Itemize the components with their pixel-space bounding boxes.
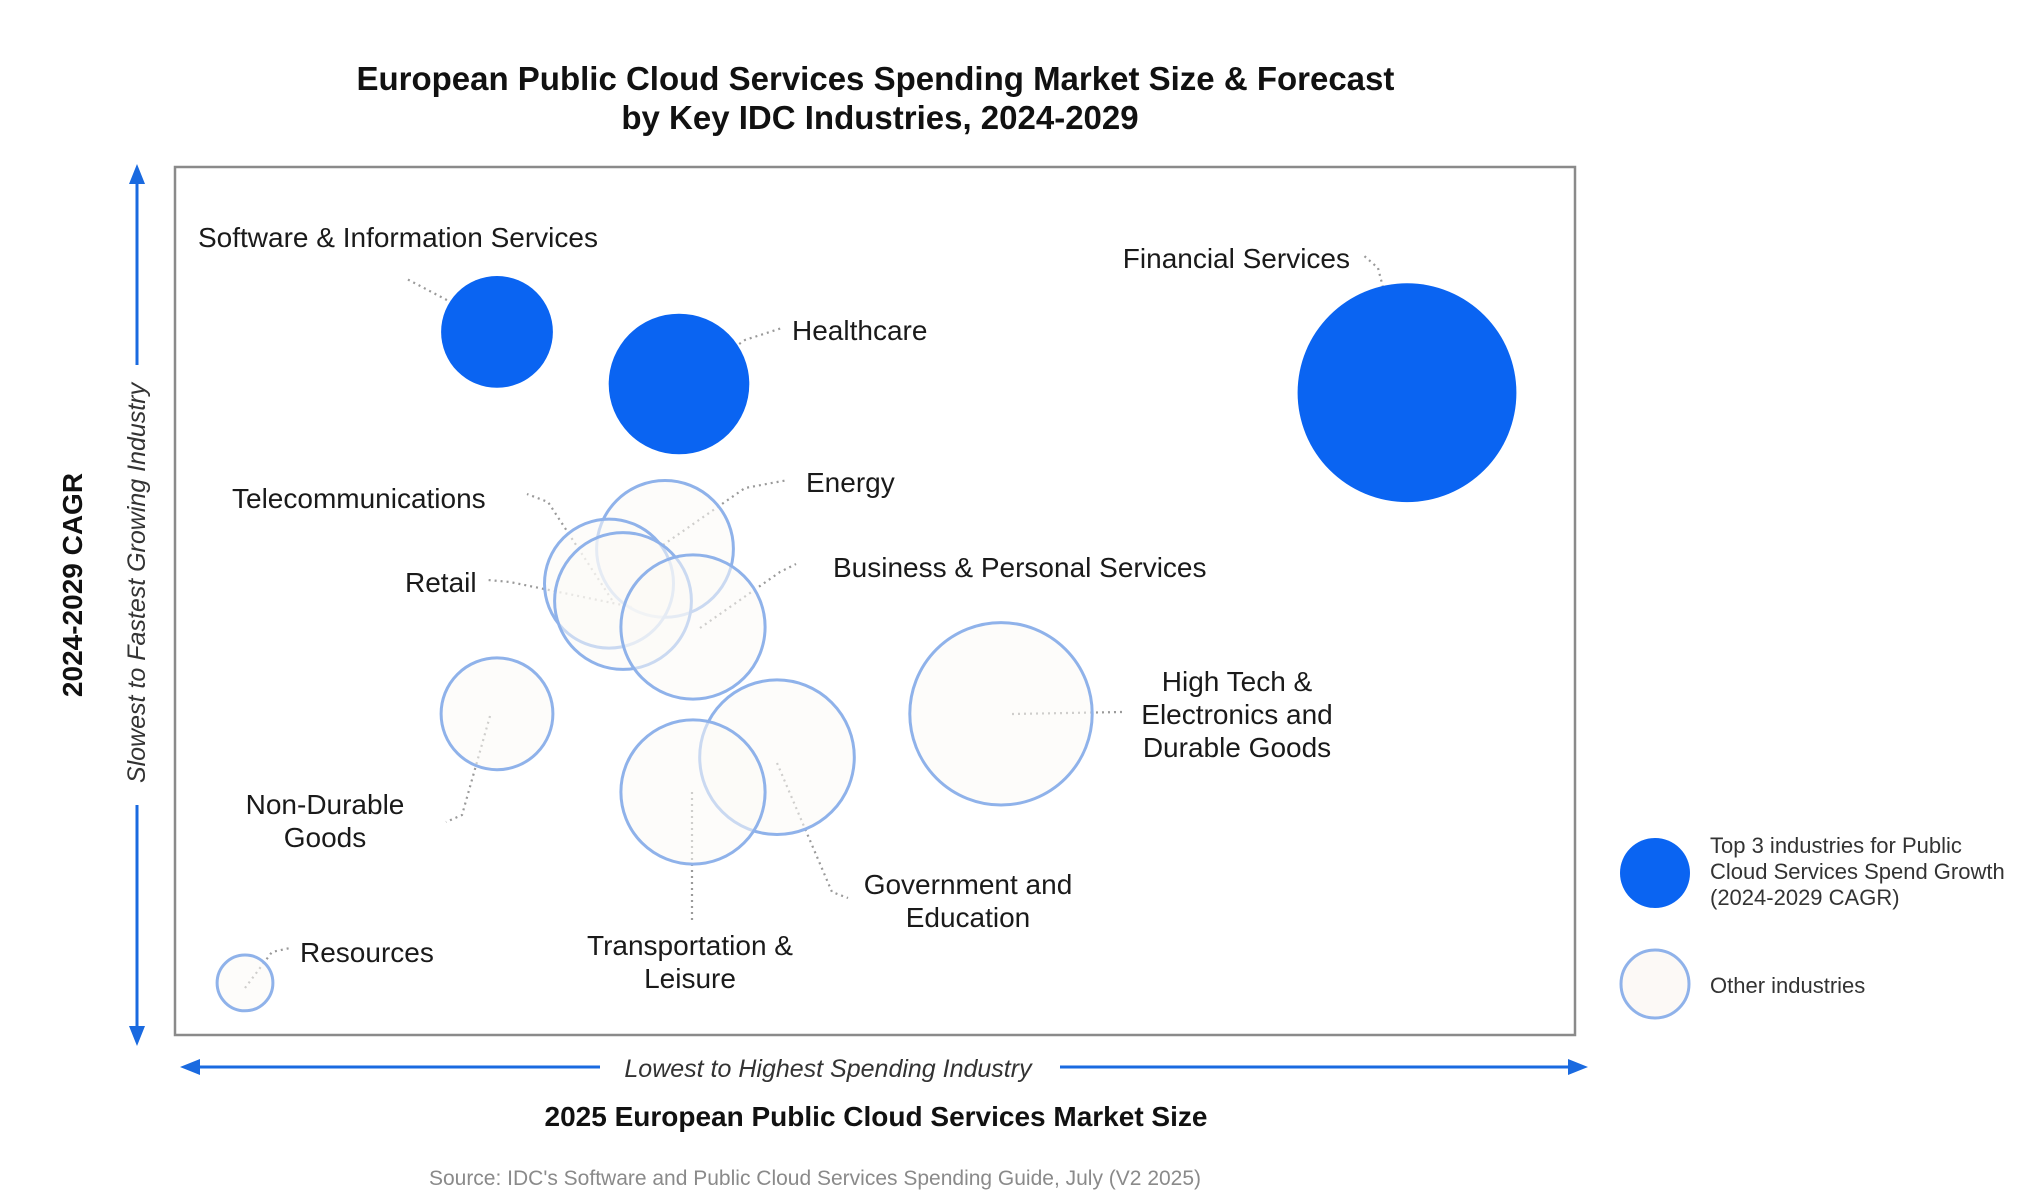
bubble-label-business-and-personal-services-line-1: Business & Personal Services [833,552,1207,583]
bubble-label-retail-line-1: Retail [405,567,477,598]
leader-telecommunications [526,492,613,601]
source-note: Source: IDC's Software and Public Cloud … [429,1167,1201,1190]
leader-business-and-personal-services [699,563,797,629]
bubble-healthcare [608,313,750,455]
bubble-label-transportation-and-leisure-line-1: Transportation & [587,930,793,961]
legend-swatch-top3 [1620,838,1690,908]
bubble-label-non-durable-goods: Non-Durable Goods [246,789,405,853]
x-axis-arrow-left-icon [180,1059,200,1075]
x-axis-arrow [180,1059,1588,1075]
chart-title: European Public Cloud Services Spending … [356,60,1403,136]
y-axis-arrow-down-icon [129,1026,145,1046]
y-axis-title: 2024-2029 CAGR [57,473,88,697]
bubble-label-energy: Energy [806,467,895,498]
bubble-label-financial-services: Financial Services [1123,243,1350,274]
bubble-label-healthcare: Healthcare [792,315,927,346]
bubble-label-energy-line-1: Energy [806,467,895,498]
legend-label-top3-line-2: Cloud Services Spend Growth [1710,859,2005,884]
leader-healthcare [679,326,783,386]
bubble-label-software-and-information-services: Software & Information Services [198,222,598,253]
bubble-resources [215,953,275,1013]
chart-title-line-2: by Key IDC Industries, 2024-2029 [621,99,1138,136]
bubble-label-high-tech-and-electronics-and-durable-goods-line-3: Durable Goods [1143,732,1331,763]
bubble-label-government-and-education: Government and Education [864,869,1073,933]
legend-label-top3: Top 3 industries for Public Cloud Servic… [1710,833,2011,910]
x-axis-arrow-right-icon [1568,1059,1588,1075]
bubble-non-durable-goods [439,656,555,772]
bubble-label-resources: Resources [300,937,434,968]
bubble-label-non-durable-goods-line-1: Non-Durable [246,789,405,820]
bubble-label-government-and-education-line-2: Education [906,902,1031,933]
bubble-software-and-information-services [441,276,553,388]
bubble-label-software-and-information-services-line-1: Software & Information Services [198,222,598,253]
bubble-labels: Software & Information Services Healthcar… [198,222,1350,994]
bubble-label-non-durable-goods-line-2: Goods [284,822,367,853]
bubble-business-and-personal-services [619,553,767,701]
y-axis-arrow-up-icon [129,164,145,184]
legend: Top 3 industries for Public Cloud Servic… [1619,833,2011,1020]
leader-government-and-education [775,762,849,900]
bubble-label-retail: Retail [405,567,477,598]
bubble-label-government-and-education-line-1: Government and [864,869,1073,900]
bubble-label-transportation-and-leisure-line-2: Leisure [644,963,736,994]
x-axis-title: 2025 European Public Cloud Services Mark… [545,1101,1208,1132]
bubble-transportation-and-leisure [619,718,767,866]
bubble-label-telecommunications-line-1: Telecommunications [232,483,486,514]
leader-non-durable-goods [445,715,492,824]
bubble-label-high-tech-and-electronics-and-durable-goods-line-2: Electronics and [1141,699,1332,730]
chart-title-line-1: European Public Cloud Services Spending … [356,60,1394,97]
bubble-label-business-and-personal-services: Business & Personal Services [833,552,1207,583]
bubble-label-high-tech-and-electronics-and-durable-goods-line-1: High Tech & [1162,666,1313,697]
bubble-label-telecommunications: Telecommunications [232,483,486,514]
bubble-high-tech-and-electronics-and-durable-goods [908,621,1094,807]
bubble-series [215,276,1517,1013]
legend-label-top3-line-1: Top 3 industries for Public [1710,833,1962,858]
bubble-label-healthcare-line-1: Healthcare [792,315,927,346]
x-axis-note: Lowest to Highest Spending Industry [624,1055,1033,1083]
bubble-label-financial-services-line-1: Financial Services [1123,243,1350,274]
y-axis-arrow [129,164,145,1046]
leader-retail [487,578,633,609]
legend-label-top3-line-3: (2024-2029 CAGR) [1710,885,1900,910]
y-axis-note: Slowest to Fastest Growing Industry [123,381,151,783]
legend-swatch-other [1619,948,1691,1020]
bubble-financial-services [1297,283,1517,503]
legend-label-other: Other industries [1710,973,1865,998]
bubble-label-transportation-and-leisure: Transportation & Leisure [587,930,793,994]
bubble-label-resources-line-1: Resources [300,937,434,968]
bubble-label-high-tech-and-electronics-and-durable-goods: High Tech & Electronics and Durable Goods [1141,666,1332,763]
